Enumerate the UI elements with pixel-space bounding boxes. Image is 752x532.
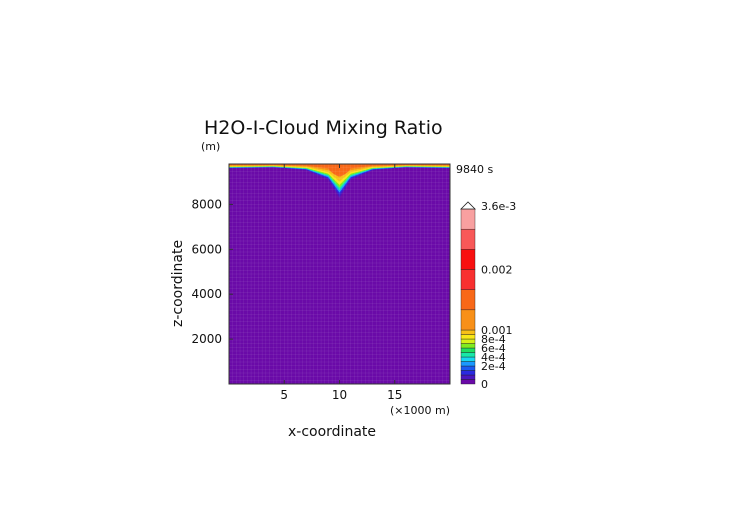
x-tick-label: 10: [332, 388, 347, 402]
colorbar-segment: [460, 347, 476, 353]
colorbar-label: 0: [481, 378, 488, 391]
y-tick-label: 8000: [191, 197, 222, 211]
colorbar-segment: [460, 269, 476, 290]
y-axis-label: z-coordinate: [170, 240, 186, 327]
colorbar-segment: [460, 379, 476, 385]
colorbar-label: 0.001: [481, 324, 513, 337]
colorbar-segment: [460, 356, 476, 362]
colorbar-segment: [460, 343, 476, 349]
y-unit-label: (m): [201, 140, 220, 153]
colorbar-label: 4e-4: [481, 351, 506, 364]
colorbar-segment: [460, 329, 476, 335]
colorbar-segment: [460, 309, 476, 331]
colorbar-segment: [460, 365, 476, 371]
colorbar-label: 0.002: [481, 264, 513, 277]
time-label: 9840 s: [456, 163, 493, 176]
y-tick-label: 4000: [191, 287, 222, 301]
colorbar-max-label: 3.6e-3: [481, 200, 516, 213]
colorbar-segment: [460, 361, 476, 367]
y-tick-label: 6000: [191, 242, 222, 256]
colorbar-segment: [460, 228, 476, 250]
colorbar-arrow: [460, 201, 476, 210]
colorbar-label: 2e-4: [481, 360, 506, 373]
x-axis-label: x-coordinate: [288, 424, 376, 440]
plot-area: [229, 164, 450, 384]
plot-grid: [229, 164, 450, 384]
x-axis: 5 10 15: [280, 164, 402, 402]
field-background: [229, 164, 450, 384]
colorbar: 3.6e-3 0 2e-44e-46e-48e-40.001 0.002: [460, 200, 516, 391]
colorbar-segment: [460, 208, 476, 230]
x-axis-unit: (×1000 m): [390, 404, 450, 417]
colorbar-segment: [460, 370, 476, 376]
colorbar-segment: [460, 289, 476, 311]
chart-title: H2O-I-Cloud Mixing Ratio: [204, 117, 443, 139]
colorbar-segment: [460, 334, 476, 340]
contour-core: [325, 164, 354, 176]
colorbar-segment: [460, 374, 476, 380]
colorbar-segment: [460, 352, 476, 358]
colorbar-segment: [460, 249, 476, 270]
x-tick-label: 15: [387, 388, 402, 402]
x-tick-label: 5: [280, 388, 288, 402]
y-axis: 2000 4000 6000 8000: [191, 197, 233, 346]
colorbar-label: 6e-4: [481, 342, 506, 355]
y-tick-label: 2000: [191, 332, 222, 346]
colorbar-segment: [460, 338, 476, 344]
colorbar-label: 8e-4: [481, 333, 506, 346]
